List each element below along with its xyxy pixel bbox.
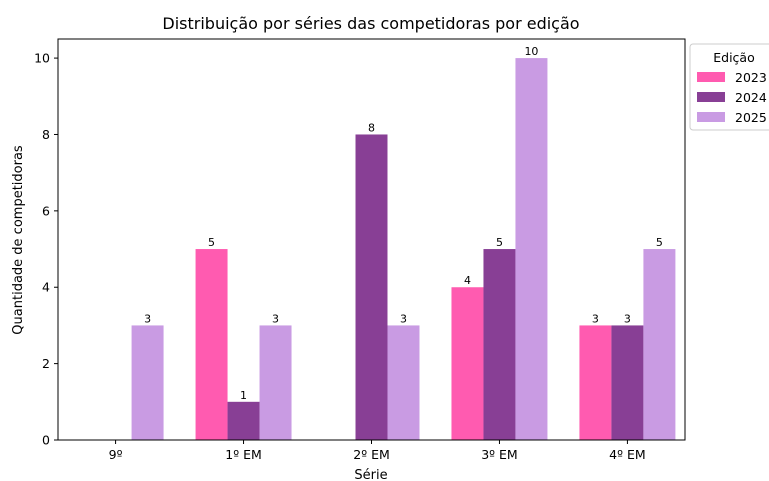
legend-swatch-2025 <box>697 112 725 122</box>
bar-value-label: 3 <box>400 312 407 325</box>
bar-2024-2 <box>355 134 388 440</box>
bar-value-label: 10 <box>524 45 538 58</box>
legend-label-2023: 2023 <box>735 70 767 85</box>
bar-value-label: 1 <box>240 389 247 402</box>
y-tick-label: 4 <box>42 280 50 295</box>
bar-value-label: 3 <box>624 312 631 325</box>
bar-2025-0 <box>131 325 164 440</box>
legend-box <box>689 43 769 131</box>
x-tick-label: 2º EM <box>353 447 390 462</box>
legend-swatch-2024 <box>697 92 725 102</box>
bar-value-label: 5 <box>656 236 663 249</box>
x-tick-label: 9º <box>109 447 123 462</box>
y-tick-label: 2 <box>42 356 50 371</box>
bar-2024-1 <box>227 401 260 440</box>
x-tick-label: 1º EM <box>225 447 262 462</box>
bar-value-label: 3 <box>144 312 151 325</box>
bar-2023-4 <box>579 325 612 440</box>
plot-area: 5 4 3 1 8 5 3 3 3 3 10 5 <box>131 45 676 440</box>
y-tick-label: 0 <box>42 433 50 448</box>
bar-value-label: 3 <box>592 312 599 325</box>
x-tick-label: 4º EM <box>609 447 646 462</box>
y-tick-label: 8 <box>42 127 50 142</box>
bar-2023-3 <box>451 287 484 440</box>
bar-value-label: 8 <box>368 121 375 134</box>
chart-title: Distribuição por séries das competidoras… <box>162 14 579 33</box>
y-tick-label: 6 <box>42 203 50 218</box>
x-axis-label: Série <box>354 468 387 481</box>
bar-value-label: 3 <box>272 312 279 325</box>
bar-2025-3 <box>515 58 548 440</box>
bar-2023-1 <box>195 249 228 440</box>
bar-2025-1 <box>259 325 292 440</box>
legend-swatch-2023 <box>697 72 725 82</box>
y-tick-label: 10 <box>34 51 50 66</box>
legend-title: Edição <box>713 50 755 65</box>
bar-2025-4 <box>643 249 676 440</box>
legend: Edição 2023 2024 2025 <box>689 43 769 131</box>
bar-value-label: 5 <box>208 236 215 249</box>
bar-2024-4 <box>611 325 644 440</box>
legend-label-2024: 2024 <box>735 90 767 105</box>
bar-2025-2 <box>387 325 420 440</box>
bar-2024-3 <box>483 249 516 440</box>
bar-value-label: 5 <box>496 236 503 249</box>
y-axis-label: Quantidade de competidoras <box>11 145 26 335</box>
axes: 9º 1º EM 2º EM 3º EM 4º EM 0 2 4 6 8 10 <box>34 51 646 462</box>
bar-value-label: 4 <box>464 274 471 287</box>
legend-label-2025: 2025 <box>735 110 767 125</box>
x-tick-label: 3º EM <box>481 447 518 462</box>
